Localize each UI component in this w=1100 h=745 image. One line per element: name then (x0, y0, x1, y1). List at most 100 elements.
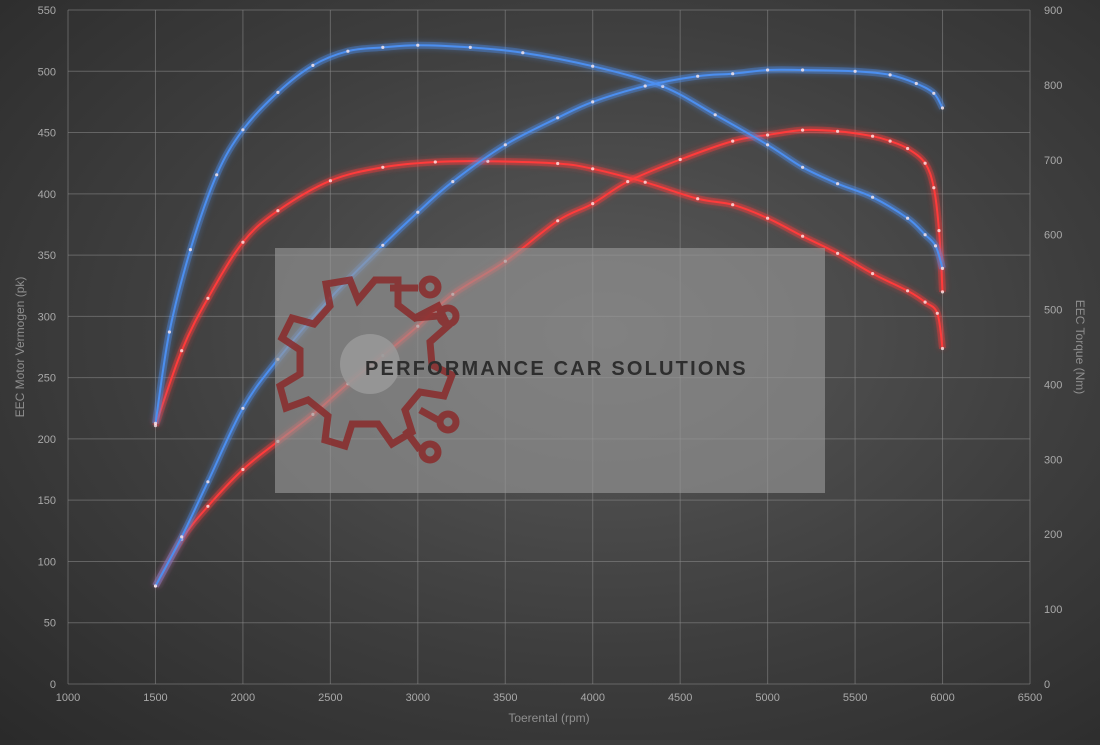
y2-tick-label: 100 (1044, 604, 1062, 616)
data-point (906, 146, 910, 151)
gear-circuit-icon (275, 275, 460, 464)
data-point (923, 161, 927, 165)
x-tick-label: 6500 (1018, 692, 1042, 704)
data-point (556, 161, 560, 166)
data-point (836, 182, 840, 186)
y2-tick-label: 200 (1044, 529, 1062, 541)
x-tick-label: 5000 (755, 692, 779, 704)
data-point (932, 186, 936, 190)
data-point (940, 290, 945, 294)
watermark-logo: PERFORMANCE CAR SOLUTIONS (275, 248, 825, 493)
data-point (328, 179, 332, 183)
data-point (451, 180, 455, 184)
data-point (468, 45, 472, 50)
data-point (731, 72, 735, 76)
data-point (935, 311, 939, 315)
data-point (416, 43, 420, 47)
data-point (871, 195, 875, 199)
data-point (923, 300, 927, 304)
data-point (871, 134, 875, 138)
data-point (696, 74, 700, 78)
series-line (154, 160, 944, 426)
data-point (906, 216, 910, 220)
data-point (766, 143, 770, 147)
y-tick-label: 450 (38, 128, 56, 140)
data-point (932, 91, 936, 95)
data-point (626, 180, 630, 184)
data-point (591, 202, 595, 206)
data-point (180, 349, 184, 353)
y-tick-label: 550 (38, 5, 56, 17)
data-point (801, 165, 805, 169)
x-tick-label: 1000 (56, 692, 80, 704)
data-point (433, 160, 437, 164)
data-point (153, 421, 158, 425)
y-tick-label: 150 (38, 495, 56, 507)
y2-tick-label: 0 (1044, 679, 1050, 691)
data-point (678, 157, 682, 162)
series-line (154, 68, 944, 587)
y2-tick-label: 400 (1044, 379, 1062, 391)
data-point (206, 504, 210, 508)
x-tick-label: 2500 (318, 692, 342, 704)
series-lines (152, 41, 946, 588)
data-point (836, 251, 840, 255)
data-point (241, 240, 245, 244)
data-point (906, 289, 910, 293)
data-point (416, 210, 420, 214)
data-point (766, 216, 770, 220)
y-tick-label: 400 (38, 189, 56, 201)
y2-tick-label: 900 (1044, 5, 1062, 17)
data-point (801, 234, 805, 238)
y-tick-label: 250 (38, 373, 56, 385)
data-point (591, 64, 595, 68)
data-point (206, 296, 210, 300)
data-point (153, 424, 158, 428)
y-axis-left-ticks: 0 50 100 150 200 250 300 350 400 450 500 550 (38, 5, 56, 691)
data-point (643, 84, 647, 88)
y-tick-label: 300 (38, 311, 56, 323)
data-point (766, 133, 770, 137)
data-point (713, 113, 717, 117)
x-axis-title: Toerental (rpm) (508, 711, 589, 725)
data-point (801, 128, 805, 132)
data-point (167, 330, 171, 334)
data-point (381, 45, 385, 50)
y-axis-left-title: EEC Motor Vermogen (pk) (13, 277, 27, 418)
y-axis-right-ticks: 0 100 200 300 400 500 600 700 800 900 (1044, 5, 1062, 691)
data-point (556, 219, 560, 223)
data-point (643, 180, 647, 184)
data-point (503, 143, 507, 147)
data-point (871, 272, 875, 276)
y-tick-label: 200 (38, 434, 56, 446)
data-point (696, 197, 700, 201)
x-axis-ticks: 1000 1500 2000 2500 3000 3500 4000 4500 5000 5500… (56, 692, 1042, 704)
y-tick-label: 500 (38, 66, 56, 78)
data-point (241, 406, 245, 410)
y-axis-right-title: EEC Torque (Nm) (1073, 300, 1087, 394)
data-point (241, 467, 245, 472)
y-tick-label: 0 (50, 679, 56, 691)
data-point (591, 167, 595, 171)
x-tick-label: 4500 (668, 692, 692, 704)
x-tick-label: 1500 (143, 692, 167, 704)
data-point (940, 346, 945, 351)
y2-tick-label: 600 (1044, 230, 1062, 242)
data-point (241, 128, 245, 132)
data-point (381, 243, 385, 247)
data-point (591, 100, 595, 104)
data-point (381, 165, 385, 169)
series-line (154, 44, 944, 424)
data-point (888, 73, 892, 77)
x-tick-label: 6000 (930, 692, 954, 704)
data-point (153, 584, 158, 588)
data-point (556, 116, 560, 120)
x-tick-label: 3500 (493, 692, 517, 704)
data-point (180, 535, 184, 539)
x-tick-label: 2000 (231, 692, 255, 704)
data-point (888, 139, 892, 143)
series-0 (152, 157, 946, 428)
data-point (276, 90, 280, 94)
